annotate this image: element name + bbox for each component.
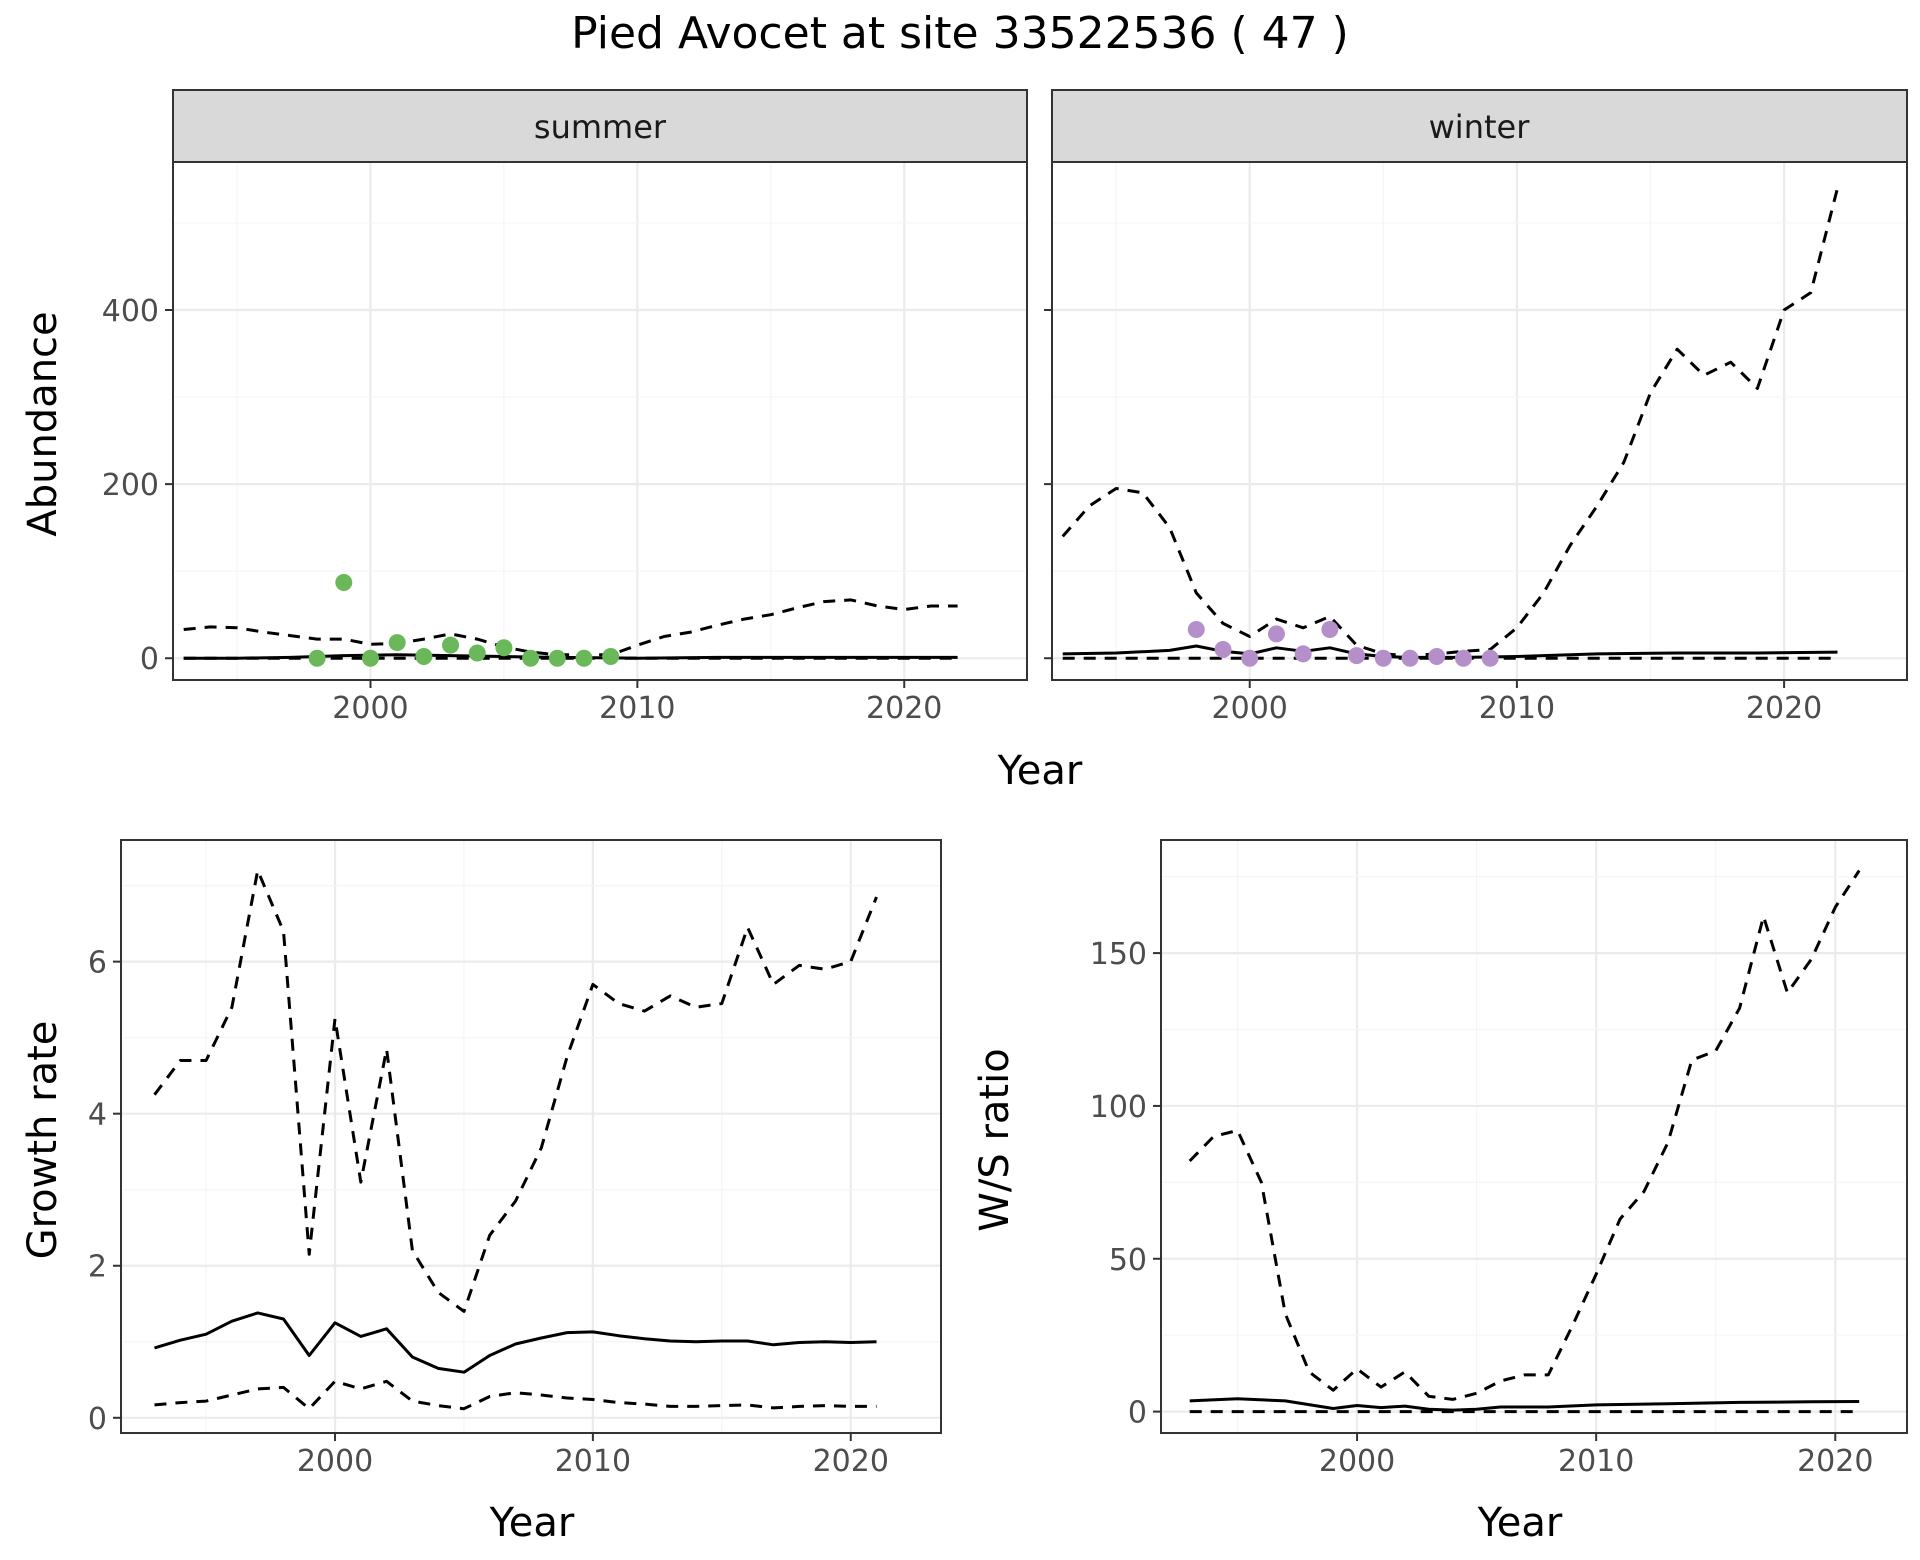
growth-series-2-dashed-line (154, 1379, 877, 1411)
summer-data-point (495, 639, 513, 657)
summer-y-tick-label: 200 (102, 468, 159, 503)
ws-ratio-panel: W/S ratio Year 2000 2010 2020 0 50 100 150 (972, 839, 1908, 1546)
growth-rate-x-axis-label: Year (489, 1500, 575, 1546)
winter-series-0-solid-line (1062, 644, 1838, 659)
summer-x-tick-label: 2020 (866, 691, 942, 726)
ws_ratio-plot-area (1161, 840, 1907, 1433)
summer-data-point (415, 647, 433, 665)
summer-data-point (468, 644, 486, 662)
ws_ratio-series-1-dashed-line (1188, 869, 1861, 1401)
ws_ratio-y-tick-label: 0 (1128, 1396, 1147, 1431)
summer-strip (172, 89, 1028, 163)
growth-panel-border (120, 839, 942, 1434)
growth-y-tick-label: 4 (88, 1098, 107, 1133)
growth-grid (121, 840, 941, 1433)
summer-series-1-dashed-line (183, 598, 958, 657)
summer-y-tick-label: 0 (140, 642, 159, 677)
growth-x-tick-label: 2010 (555, 1444, 631, 1479)
winter-data-point (1374, 649, 1392, 667)
winter-data-point (1187, 621, 1205, 639)
growth-y-tick-label: 2 (88, 1250, 107, 1285)
growth-x-tick-label: 2020 (813, 1444, 889, 1479)
growth-series-0-solid-line (154, 1311, 877, 1374)
winter-panel: winter 2000 2010 2020 (1044, 89, 1908, 726)
summer-data-point (442, 636, 460, 654)
growth-x-tick-label: 2000 (297, 1444, 373, 1479)
top-row-x-axis-label: Year (997, 748, 1083, 794)
winter-x-tick-label: 2020 (1746, 691, 1822, 726)
growth-series-1-dashed-line (153, 868, 878, 1313)
growth-y-tick-label: 6 (88, 946, 107, 981)
winter-panel-border (1051, 161, 1908, 681)
winter-data-point (1241, 649, 1259, 667)
ws_ratio-y-tick-label: 100 (1090, 1090, 1147, 1125)
winter-strip-label: winter (1429, 108, 1531, 146)
ws_ratio-y-tick-label: 150 (1090, 937, 1147, 972)
winter-plot-area (1052, 162, 1907, 680)
winter-series-1-dashed-line (1061, 187, 1839, 658)
summer-strip-label: summer (534, 108, 667, 146)
winter-x-tick-label: 2000 (1212, 691, 1288, 726)
winter-x-tick-label: 2010 (1479, 691, 1555, 726)
summer-data-point (522, 649, 540, 667)
ws_ratio-x-tick-label: 2000 (1319, 1444, 1395, 1479)
ws-ratio-x-axis-label: Year (1477, 1500, 1563, 1546)
winter-data-point (1348, 647, 1366, 665)
growth-rate-panel: Growth rate Year 2000 2010 2020 0 2 4 6 (20, 839, 942, 1546)
summer-x-tick-label: 2000 (332, 691, 408, 726)
summer-panel-border (172, 161, 1028, 681)
growth-y-tick-label: 0 (88, 1402, 107, 1437)
summer-data-point (548, 649, 566, 667)
winter-data-point (1454, 649, 1472, 667)
summer-x-tick-label: 2010 (599, 691, 675, 726)
summer-panel: summer Abundance 2000 2010 2020 0 200 400 (20, 89, 1028, 726)
ws_ratio-x-tick-label: 2020 (1797, 1444, 1873, 1479)
summer-data-point (361, 649, 379, 667)
winter-data-point (1321, 621, 1339, 639)
summer-plot-area (173, 162, 1027, 680)
winter-data-point (1401, 649, 1419, 667)
winter-grid (1052, 162, 1907, 680)
summer-data-point (308, 649, 326, 667)
winter-data-point (1214, 641, 1232, 659)
winter-strip (1051, 89, 1908, 163)
ws-ratio-y-axis-label: W/S ratio (972, 1048, 1018, 1231)
summer-data-point (602, 647, 620, 665)
ws_ratio-y-tick-label: 50 (1109, 1243, 1147, 1278)
winter-data-point (1294, 645, 1312, 663)
winter-data-point (1428, 647, 1446, 665)
winter-data-point (1481, 649, 1499, 667)
winter-data-point (1267, 625, 1285, 643)
summer-data-point (388, 634, 406, 652)
ws_ratio-panel-border (1160, 839, 1908, 1434)
figure-title: Pied Avocet at site 33522536 ( 47 ) (571, 8, 1349, 59)
summer-y-tick-label: 400 (102, 294, 159, 329)
summer-y-axis-label: Abundance (20, 311, 66, 536)
ws_ratio-x-tick-label: 2010 (1558, 1444, 1634, 1479)
growth-rate-y-axis-label: Growth rate (20, 1021, 66, 1260)
summer-data-point (335, 573, 353, 591)
summer-data-point (575, 649, 593, 667)
growth-plot-area (121, 840, 941, 1433)
